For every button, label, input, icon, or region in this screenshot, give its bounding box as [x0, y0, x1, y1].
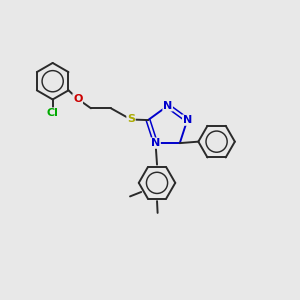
Text: N: N — [183, 115, 192, 125]
Text: S: S — [127, 115, 135, 124]
Text: O: O — [73, 94, 82, 104]
Text: N: N — [151, 138, 160, 148]
Text: N: N — [163, 101, 172, 111]
Text: Cl: Cl — [47, 108, 58, 118]
